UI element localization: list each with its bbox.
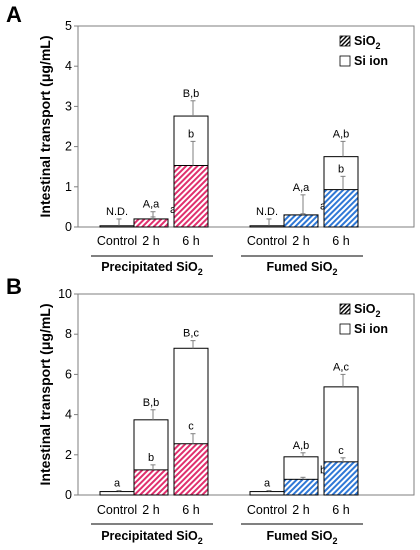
bar-sio2 [323, 189, 359, 228]
group-label-subscript: 2 [332, 267, 337, 277]
bar-sio2 [323, 461, 359, 496]
bar-group: N.D. Control A,a a 2 h B,b b 6 h Precipitated Si… [91, 88, 213, 277]
bar-top-label: N.D. [256, 206, 278, 218]
bar-inner-label: b [338, 163, 344, 175]
bar-top-label: A,b [293, 440, 310, 452]
group-label: Precipitated SiO2 [101, 529, 203, 546]
bar-sio2 [133, 469, 169, 496]
x-category-label: 2 h [142, 503, 159, 517]
bar-inner-label: a [320, 201, 327, 213]
bar-sio2 [283, 478, 319, 496]
x-category-label: Control [97, 503, 137, 517]
group-label-subscript: 2 [332, 536, 337, 546]
bar-top-label: A,a [293, 182, 310, 194]
legend-label-sio2-main: SiO [354, 34, 376, 48]
bar-top-label: a [114, 478, 121, 490]
bar-top-label: A,c [333, 361, 349, 373]
bar-inner-label: b [148, 452, 154, 464]
legend-swatch-sio2 [339, 35, 351, 47]
y-tick-label: 0 [65, 220, 72, 234]
y-tick-label: 2 [65, 140, 72, 154]
legend-label-sio2-subscript: 2 [376, 309, 381, 319]
group-label-subscript: 2 [198, 267, 203, 277]
bar-sio2 [133, 218, 169, 228]
y-tick-label: 10 [58, 287, 72, 301]
bar-sio2 [173, 164, 209, 228]
legend-swatch-si-ion [339, 323, 351, 335]
x-category-label: 2 h [292, 234, 309, 248]
x-category-label: 2 h [292, 503, 309, 517]
group-label: Fumed SiO2 [267, 260, 338, 277]
bar-top-label: B,c [183, 328, 199, 340]
bar-total [99, 225, 135, 228]
y-axis-label: Intestinal transport (μg/mL) [37, 303, 53, 485]
panel-letter: B [6, 274, 22, 299]
bar-top-label: a [264, 478, 271, 490]
group-label-subscript: 2 [198, 536, 203, 546]
panel-letter: A [6, 2, 22, 27]
x-category-label: Control [97, 234, 137, 248]
y-tick-label: 4 [65, 59, 72, 73]
bar-inner-label: c [188, 421, 194, 433]
bar-top-label: N.D. [106, 206, 128, 218]
legend-label-si-ion: Si ion [354, 322, 388, 336]
bar-group: N.D. Control A,a a 2 h A,b b 6 h Fumed SiO2 [241, 128, 363, 277]
y-tick-label: 8 [65, 327, 72, 341]
x-category-label: 2 h [142, 234, 159, 248]
bar-top-label: A,b [333, 128, 350, 140]
x-category-label: 6 h [332, 234, 349, 248]
legend-label-sio2: SiO2 [354, 302, 381, 319]
bar-inner-label: a [170, 204, 177, 216]
legend: SiO2 Si ion [339, 34, 388, 68]
plot-area-border [77, 293, 415, 496]
bar-inner-label: c [338, 445, 344, 457]
group-label-main: Precipitated SiO [101, 529, 198, 543]
y-tick-label: 4 [65, 408, 72, 422]
bar-sio2 [173, 443, 209, 496]
legend-label-sio2: SiO2 [354, 34, 381, 51]
bar-top-label: B,b [143, 397, 160, 409]
y-tick-label: 6 [65, 367, 72, 381]
group-label: Fumed SiO2 [267, 529, 338, 546]
bar-group: a Control A,b b 2 h A,c c 6 h Fumed SiO2 [241, 361, 363, 546]
y-tick-label: 5 [65, 19, 72, 33]
y-tick-label: 2 [65, 448, 72, 462]
legend-label-sio2-subscript: 2 [376, 41, 381, 51]
x-category-label: 6 h [182, 503, 199, 517]
legend-swatch-sio2 [339, 303, 351, 315]
legend-label-si-ion: Si ion [354, 54, 388, 68]
legend-label-sio2-main: SiO [354, 302, 376, 316]
group-label: Precipitated SiO2 [101, 260, 203, 277]
bar-total [99, 491, 135, 496]
x-category-label: Control [247, 234, 287, 248]
x-category-label: 6 h [182, 234, 199, 248]
legend: SiO2 Si ion [339, 302, 388, 336]
legend-swatch-si-ion [339, 55, 351, 67]
bar-inner-label: b [188, 128, 194, 140]
group-label-main: Fumed SiO [267, 260, 333, 274]
y-tick-label: 1 [65, 180, 72, 194]
group-label-main: Precipitated SiO [101, 260, 198, 274]
x-category-label: Control [247, 503, 287, 517]
y-tick-label: 0 [65, 488, 72, 502]
bar-top-label: B,b [183, 88, 200, 100]
group-label-main: Fumed SiO [267, 529, 333, 543]
bar-sio2 [283, 214, 319, 228]
plot-area-border [77, 25, 415, 228]
bar-inner-label: b [320, 464, 326, 476]
y-axis-label: Intestinal transport (μg/mL) [37, 35, 53, 217]
y-tick-label: 3 [65, 99, 72, 113]
bar-total [249, 225, 285, 228]
bar-top-label: A,a [143, 199, 160, 211]
bar-group: a Control B,b b 2 h B,c c 6 h Precipitated SiO2 [91, 328, 213, 546]
bar-total [249, 491, 285, 496]
x-category-label: 6 h [332, 503, 349, 517]
